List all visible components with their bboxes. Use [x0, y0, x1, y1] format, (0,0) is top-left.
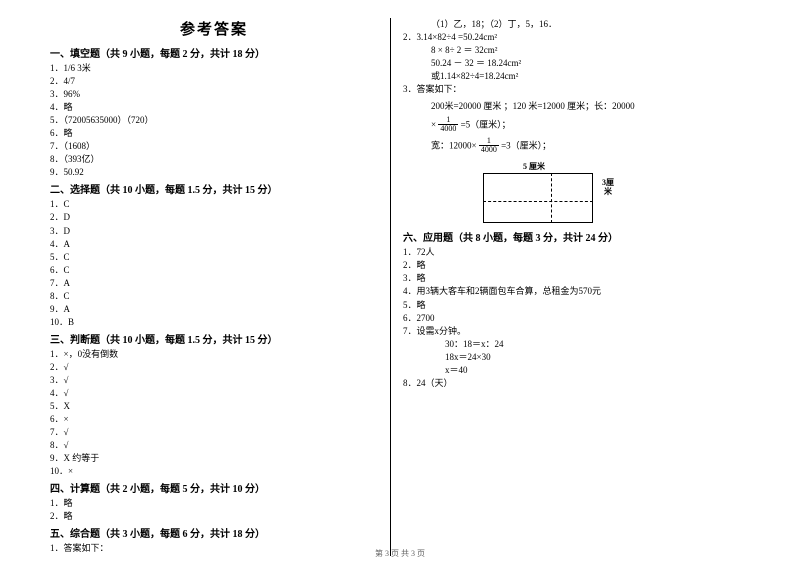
fill-6: 6．略	[50, 127, 378, 140]
app-7b: 18x＝24×30	[403, 351, 730, 364]
judge-3: 3．√	[50, 374, 378, 387]
choice-8: 8．C	[50, 290, 378, 303]
fill-4: 4．略	[50, 101, 378, 114]
rect-top-label: 5 厘米	[523, 161, 545, 172]
fill-8: 8．（393亿）	[50, 153, 378, 166]
judge-5: 5．X	[50, 400, 378, 413]
app-2: 2．略	[403, 259, 730, 272]
app-7c: x＝40	[403, 364, 730, 377]
judge-10: 10．×	[50, 465, 378, 478]
fraction-2: 1 4000	[479, 137, 499, 154]
comp-2b: 8 × 8÷ 2 ＝ 32cm²	[403, 44, 730, 57]
left-column: 参考答案 一、填空题（共 9 小题，每题 2 分，共计 18 分） 1．1/6 …	[50, 18, 390, 556]
judge-9: 9．X 约等于	[50, 452, 378, 465]
rect-dash-vertical	[551, 173, 552, 223]
section-1-head: 一、填空题（共 9 小题，每题 2 分，共计 18 分）	[50, 45, 378, 60]
page-title: 参考答案	[50, 18, 378, 39]
page: 参考答案 一、填空题（共 9 小题，每题 2 分，共计 18 分） 1．1/6 …	[0, 0, 800, 556]
section-5-head: 五、综合题（共 3 小题，每题 6 分，共计 18 分）	[50, 525, 378, 540]
fraction-1-den: 4000	[438, 125, 458, 133]
judge-4: 4．√	[50, 387, 378, 400]
section-2-head: 二、选择题（共 10 小题，每题 1.5 分，共计 15 分）	[50, 181, 378, 196]
comp-3c-pre: 宽：12000×	[431, 141, 479, 151]
calc-1: 1．略	[50, 497, 378, 510]
rect-right-label: 3厘米	[601, 179, 615, 197]
fill-9: 9．50.92	[50, 166, 378, 179]
choice-1: 1．C	[50, 198, 378, 211]
calc-2: 2．略	[50, 510, 378, 523]
fill-3: 3．96%	[50, 88, 378, 101]
app-6: 6．2700	[403, 312, 730, 325]
rectangle-figure: 5 厘米 3厘米	[483, 161, 623, 223]
app-7: 7．设需x分钟。	[403, 325, 730, 338]
app-5: 5．略	[403, 299, 730, 312]
comp-3a: 200米=20000 厘米 ；120 米=12000 厘米；长：20000	[403, 100, 730, 113]
judge-7: 7．√	[50, 426, 378, 439]
comp-3b-post: =5（厘米）；	[461, 120, 511, 130]
judge-2: 2．√	[50, 361, 378, 374]
choice-5: 5．C	[50, 251, 378, 264]
rect-dash-horizontal	[483, 201, 593, 202]
judge-8: 8．√	[50, 439, 378, 452]
fraction-1: 1 4000	[438, 116, 458, 133]
section-4-head: 四、计算题（共 2 小题，每题 5 分，共计 10 分）	[50, 480, 378, 495]
choice-7: 7．A	[50, 277, 378, 290]
app-1: 1．72人	[403, 246, 730, 259]
rect-box	[483, 173, 593, 223]
fill-7: 7．（1608）	[50, 140, 378, 153]
comp-2d: 或1.14×82÷4=18.24cm²	[403, 70, 730, 83]
comp-3: 3．答案如下：	[403, 83, 730, 96]
comp-2a: 2．3.14×82÷4 =50.24cm²	[403, 31, 730, 44]
comp-1-r1: （1）乙，18；（2）丁，5，16．	[403, 18, 730, 31]
comp-3b-pre: ×	[431, 120, 438, 130]
choice-10: 10．B	[50, 316, 378, 329]
app-3: 3．略	[403, 272, 730, 285]
fraction-2-den: 4000	[479, 146, 499, 154]
fill-5: 5．（72005635000）（720）	[50, 114, 378, 127]
choice-2: 2．D	[50, 211, 378, 224]
comp-3c: 宽：12000× 1 4000 =3（厘米）；	[403, 138, 730, 155]
right-column: （1）乙，18；（2）丁，5，16． 2．3.14×82÷4 =50.24cm²…	[390, 18, 730, 556]
comp-3c-post: =3（厘米）；	[501, 141, 551, 151]
choice-3: 3．D	[50, 225, 378, 238]
comp-2c: 50.24 － 32 ＝ 18.24cm²	[403, 57, 730, 70]
app-7a: 30：18＝x：24	[403, 338, 730, 351]
judge-6: 6．×	[50, 413, 378, 426]
fill-1: 1．1/6 3米	[50, 62, 378, 75]
fill-2: 2．4/7	[50, 75, 378, 88]
app-8: 8．24（天）	[403, 377, 730, 390]
comp-3b: × 1 4000 =5（厘米）；	[403, 117, 730, 134]
page-footer: 第 3 页 共 3 页	[0, 548, 800, 559]
section-3-head: 三、判断题（共 10 小题，每题 1.5 分，共计 15 分）	[50, 331, 378, 346]
choice-9: 9．A	[50, 303, 378, 316]
judge-1: 1．×，0没有倒数	[50, 348, 378, 361]
section-6-head: 六、应用题（共 8 小题，每题 3 分，共计 24 分）	[403, 229, 730, 244]
choice-6: 6．C	[50, 264, 378, 277]
choice-4: 4．A	[50, 238, 378, 251]
app-4: 4．用3辆大客车和2辆面包车合算，总租金为570元	[403, 285, 730, 298]
